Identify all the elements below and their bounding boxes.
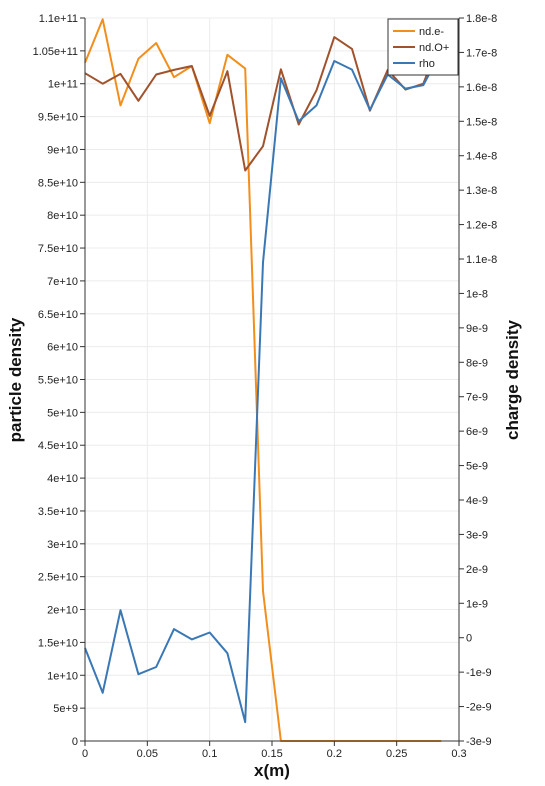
left-y-tick-label: 3.5e+10 bbox=[38, 506, 78, 518]
left-y-tick-label: 4.5e+10 bbox=[38, 440, 78, 452]
right-y-tick-label: 1.5e-8 bbox=[466, 116, 497, 128]
left-y-tick-label: 2.5e+10 bbox=[38, 572, 78, 584]
right-y-tick-label: 1.2e-8 bbox=[466, 220, 497, 232]
left-y-tick-label: 1e+11 bbox=[48, 79, 78, 91]
series-line-nd-e- bbox=[84, 18, 442, 742]
right-y-tick-label: 4e-9 bbox=[466, 495, 488, 507]
x-tick-label: 0.05 bbox=[137, 748, 158, 760]
left-y-tick-label: 7e+10 bbox=[47, 276, 78, 288]
right-y-axis-title: charge density bbox=[503, 319, 522, 440]
series-line-rho bbox=[84, 51, 443, 724]
right-y-tick-label: 0 bbox=[466, 633, 472, 645]
right-y-tick-label: -2e-9 bbox=[466, 702, 492, 714]
right-y-tick-label: 3e-9 bbox=[466, 529, 488, 541]
left-y-tick-label: 8e+10 bbox=[47, 210, 78, 222]
left-y-tick-label: 9.5e+10 bbox=[38, 112, 78, 124]
left-y-tick-label: 6e+10 bbox=[47, 342, 78, 354]
left-y-tick-label: 5e+10 bbox=[47, 407, 78, 419]
left-y-tick-label: 1.05e+11 bbox=[33, 46, 78, 58]
axes: 0 0.05 0.1 0.15 0.2 0.25 0.3 0 5e+9 1e+10 1.5e+10 2… bbox=[33, 13, 498, 760]
right-y-tick-label: 1.6e-8 bbox=[466, 82, 497, 94]
x-tick-label: 0 bbox=[82, 748, 88, 760]
left-y-tick-label: 4e+10 bbox=[47, 473, 78, 485]
right-y-tick-label: 1.3e-8 bbox=[466, 185, 497, 197]
left-y-tick-label: 2e+10 bbox=[47, 605, 78, 617]
x-axis-title: x(m) bbox=[254, 761, 290, 780]
left-y-tick-label: 3e+10 bbox=[47, 539, 78, 551]
right-y-tick-label: 7e-9 bbox=[466, 392, 488, 404]
left-y-tick-label: 1e+10 bbox=[47, 670, 78, 682]
left-y-tick-label: 7.5e+10 bbox=[38, 243, 78, 255]
right-y-tick-label: 9e-9 bbox=[466, 323, 488, 335]
right-y-tick-label: 1.7e-8 bbox=[466, 47, 497, 59]
legend-label: nd.e- bbox=[419, 26, 444, 38]
right-y-tick-label: 1.1e-8 bbox=[466, 254, 497, 266]
x-tick-label: 0.15 bbox=[261, 748, 282, 760]
series-lines bbox=[84, 18, 443, 742]
left-y-tick-label: 1.1e+11 bbox=[39, 13, 78, 25]
right-y-tick-label: 1.4e-8 bbox=[466, 151, 497, 163]
right-y-tick-label: 6e-9 bbox=[466, 426, 488, 438]
legend: nd.e-nd.O+ rho bbox=[387, 18, 459, 76]
x-tick-label: 0.1 bbox=[202, 748, 217, 760]
legend-label: rho bbox=[419, 58, 435, 70]
right-y-tick-label: -3e-9 bbox=[466, 736, 492, 748]
x-tick-label: 0.2 bbox=[327, 748, 342, 760]
left-y-tick-label: 1.5e+10 bbox=[38, 637, 78, 649]
left-y-tick-label: 8.5e+10 bbox=[38, 177, 78, 189]
x-tick-label: 0.3 bbox=[451, 748, 466, 760]
right-y-tick-label: 1e-8 bbox=[466, 288, 488, 300]
legend-label: nd.O+ bbox=[419, 42, 449, 54]
left-y-tick-label: 5e+9 bbox=[53, 703, 78, 715]
right-y-tick-label: 1.8e-8 bbox=[466, 13, 497, 25]
left-y-tick-label: 5.5e+10 bbox=[38, 375, 78, 387]
grid bbox=[84, 17, 460, 742]
right-y-tick-label: 8e-9 bbox=[466, 357, 488, 369]
right-y-tick-label: 1e-9 bbox=[466, 598, 488, 610]
series-line-nd-o- bbox=[84, 36, 443, 172]
x-tick-label: 0.25 bbox=[386, 748, 407, 760]
left-y-tick-label: 9e+10 bbox=[47, 144, 78, 156]
right-y-tick-label: 5e-9 bbox=[466, 461, 488, 473]
left-y-axis-title: particle density bbox=[6, 317, 25, 442]
right-y-tick-label: 2e-9 bbox=[466, 564, 488, 576]
left-y-tick-label: 6.5e+10 bbox=[38, 309, 78, 321]
left-y-tick-label: 0 bbox=[72, 736, 78, 748]
right-y-tick-label: -1e-9 bbox=[466, 667, 492, 679]
